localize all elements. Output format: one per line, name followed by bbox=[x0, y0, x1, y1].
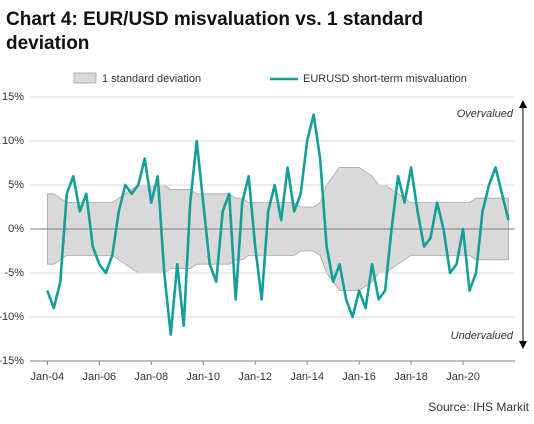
legend-swatch bbox=[73, 72, 97, 84]
y-tick-label: 15% bbox=[2, 91, 24, 103]
misvaluation-line bbox=[46, 113, 510, 336]
x-tick-label: Jan-08 bbox=[134, 371, 168, 383]
annotation: Overvalued bbox=[457, 108, 514, 120]
legend-label: EURUSD short-term misvaluation bbox=[303, 73, 467, 85]
y-tick-label: -15% bbox=[0, 355, 24, 367]
x-tick-label: Jan-04 bbox=[31, 371, 65, 383]
annotation: Undervalued bbox=[451, 330, 514, 342]
y-tick-label: -10% bbox=[0, 311, 24, 323]
legend-label: 1 standard deviation bbox=[102, 73, 201, 85]
y-tick-label: -5% bbox=[4, 267, 24, 279]
chart-title: Chart 4: EUR/USD misvaluation vs. 1 stan… bbox=[6, 9, 423, 30]
source: Source: IHS Markit bbox=[428, 400, 529, 414]
chart-title: deviation bbox=[6, 33, 89, 54]
x-tick-label: Jan-20 bbox=[446, 371, 480, 383]
x-tick-label: Jan-06 bbox=[82, 371, 116, 383]
y-tick-label: 0% bbox=[8, 223, 24, 235]
x-tick-label: Jan-14 bbox=[290, 371, 324, 383]
x-tick-label: Jan-12 bbox=[238, 371, 272, 383]
y-tick-label: 5% bbox=[8, 179, 24, 191]
y-tick-label: 10% bbox=[2, 135, 24, 147]
x-tick-label: Jan-10 bbox=[186, 371, 220, 383]
arrow-head bbox=[519, 100, 527, 108]
arrow-head bbox=[519, 341, 527, 349]
x-tick-label: Jan-16 bbox=[342, 371, 376, 383]
x-tick-label: Jan-18 bbox=[394, 371, 428, 383]
